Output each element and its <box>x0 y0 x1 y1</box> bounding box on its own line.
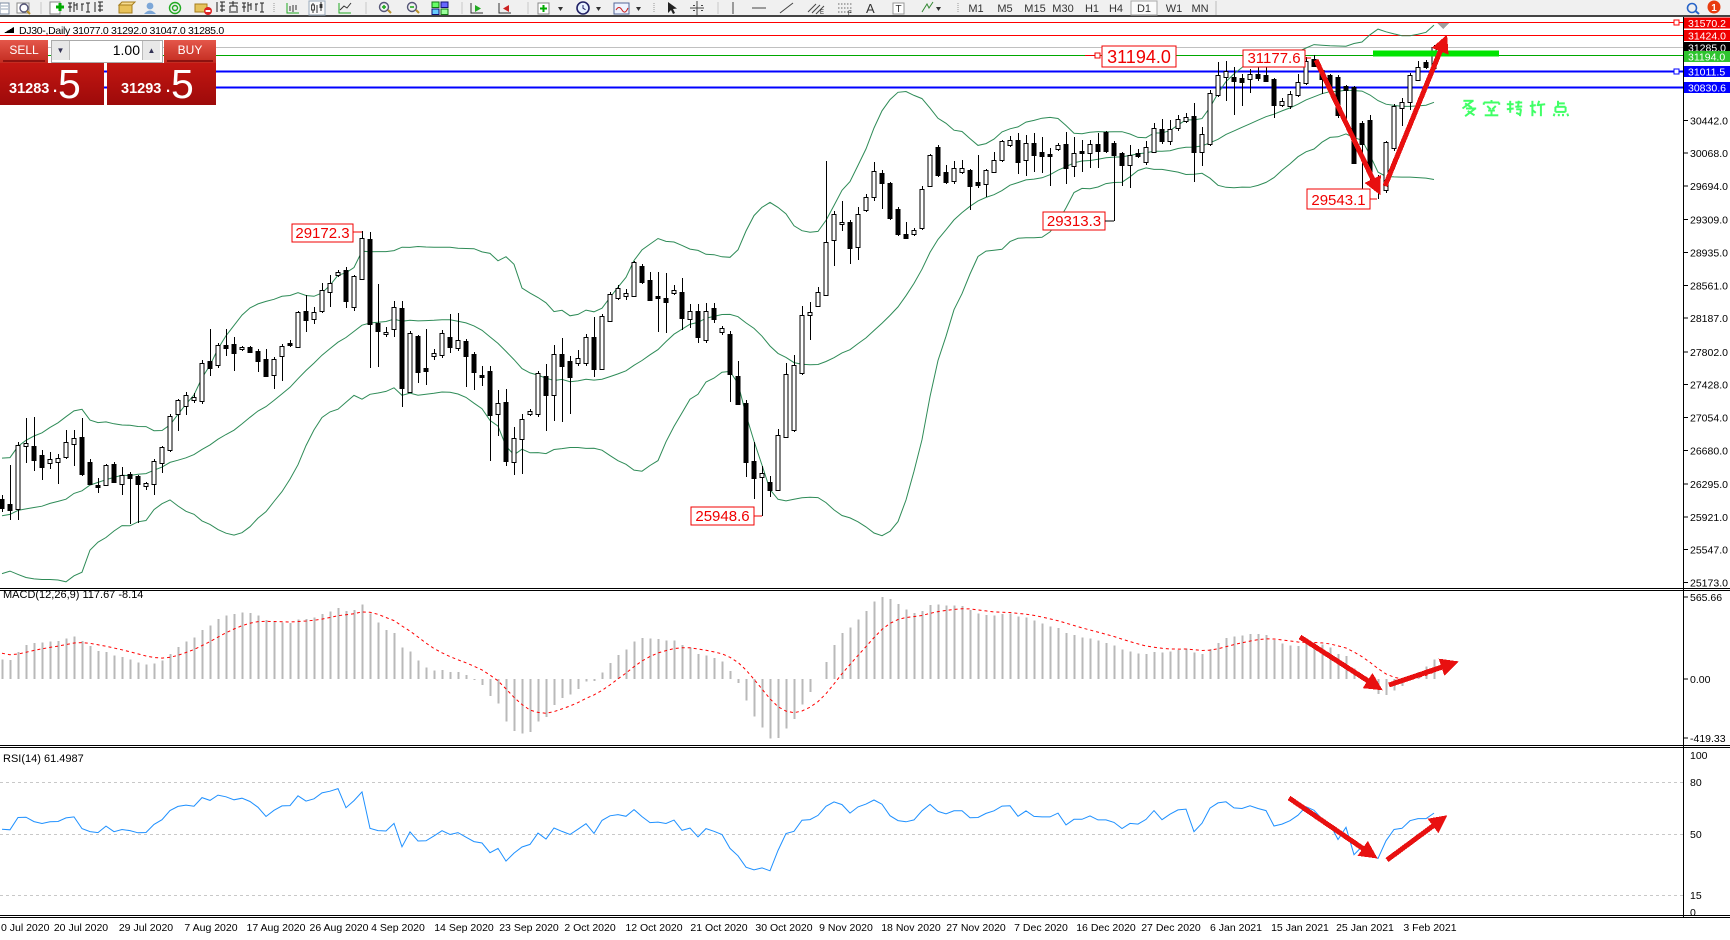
svg-text:31570.2: 31570.2 <box>1688 18 1726 30</box>
svg-text:29 Jul 2020: 29 Jul 2020 <box>119 922 173 934</box>
svg-text:15 Jan 2021: 15 Jan 2021 <box>1271 922 1329 934</box>
svg-text:0.00: 0.00 <box>1690 674 1711 686</box>
svg-text:50: 50 <box>1690 829 1702 841</box>
svg-text:18 Nov 2020: 18 Nov 2020 <box>881 922 941 934</box>
svg-text:H4: H4 <box>1109 3 1123 15</box>
svg-text:7 Dec 2020: 7 Dec 2020 <box>1014 922 1068 934</box>
svg-text:16 Dec 2020: 16 Dec 2020 <box>1076 922 1136 934</box>
svg-text:17 Aug 2020: 17 Aug 2020 <box>247 922 306 934</box>
svg-text:29313.3: 29313.3 <box>1047 213 1101 230</box>
svg-text:31194.0: 31194.0 <box>1107 47 1171 67</box>
svg-text:21 Oct 2020: 21 Oct 2020 <box>690 922 747 934</box>
svg-text:3 Feb 2021: 3 Feb 2021 <box>1403 922 1456 934</box>
svg-text:23 Sep 2020: 23 Sep 2020 <box>499 922 559 934</box>
svg-text:27054.0: 27054.0 <box>1690 413 1728 425</box>
svg-text:28561.0: 28561.0 <box>1690 280 1728 292</box>
svg-text:F: F <box>848 11 852 17</box>
svg-text:1: 1 <box>1711 3 1717 14</box>
svg-text:29694.0: 29694.0 <box>1690 181 1728 193</box>
svg-text:14 Sep 2020: 14 Sep 2020 <box>434 922 494 934</box>
svg-text:M15: M15 <box>1024 3 1045 15</box>
svg-text:2 Oct 2020: 2 Oct 2020 <box>564 922 616 934</box>
svg-text:31194.0: 31194.0 <box>1688 52 1725 64</box>
svg-text:T: T <box>896 4 902 15</box>
svg-text:DJ30-,Daily 31077.0 31292.0 3: DJ30-,Daily 31077.0 31292.0 31047.0 3128… <box>19 25 224 37</box>
svg-text:0 Jul 2020: 0 Jul 2020 <box>1 922 50 934</box>
svg-text:27 Nov 2020: 27 Nov 2020 <box>946 922 1006 934</box>
svg-text:6 Jan 2021: 6 Jan 2021 <box>1210 922 1262 934</box>
svg-text:27802.0: 27802.0 <box>1690 347 1728 359</box>
svg-text:26 Aug 2020: 26 Aug 2020 <box>310 922 369 934</box>
svg-text:30830.6: 30830.6 <box>1688 83 1726 95</box>
svg-text:80: 80 <box>1690 777 1702 789</box>
svg-text:26295.0: 26295.0 <box>1690 479 1728 491</box>
svg-text:M1: M1 <box>968 3 983 15</box>
svg-text:H1: H1 <box>1085 3 1099 15</box>
svg-text:31011.5: 31011.5 <box>1688 67 1725 79</box>
svg-text:W1: W1 <box>1166 3 1183 15</box>
svg-text:27428.0: 27428.0 <box>1690 380 1728 392</box>
svg-text:25547.0: 25547.0 <box>1690 545 1728 557</box>
svg-text:M5: M5 <box>997 3 1012 15</box>
svg-text:-419.33: -419.33 <box>1690 733 1726 745</box>
svg-text:27 Dec 2020: 27 Dec 2020 <box>1141 922 1201 934</box>
svg-text:12 Oct 2020: 12 Oct 2020 <box>625 922 682 934</box>
svg-text:15: 15 <box>1690 890 1702 902</box>
svg-text:565.66: 565.66 <box>1690 592 1722 604</box>
svg-text:A: A <box>866 1 875 16</box>
svg-text:29309.0: 29309.0 <box>1690 215 1728 227</box>
svg-text:31424.0: 31424.0 <box>1688 31 1726 43</box>
svg-text:28935.0: 28935.0 <box>1690 248 1728 260</box>
svg-text:25 Jan 2021: 25 Jan 2021 <box>1336 922 1394 934</box>
svg-text:0: 0 <box>1690 907 1696 919</box>
svg-text:25948.6: 25948.6 <box>695 508 749 525</box>
svg-text:MN: MN <box>1191 3 1208 15</box>
svg-text:E: E <box>820 10 824 16</box>
svg-text:30442.0: 30442.0 <box>1690 115 1728 127</box>
svg-text:M30: M30 <box>1052 3 1073 15</box>
svg-text:7 Aug 2020: 7 Aug 2020 <box>184 922 237 934</box>
svg-text:30 Oct 2020: 30 Oct 2020 <box>755 922 812 934</box>
svg-text:25921.0: 25921.0 <box>1690 512 1728 524</box>
svg-text:28187.0: 28187.0 <box>1690 313 1728 325</box>
svg-text:D1: D1 <box>1137 3 1151 15</box>
svg-text:9 Nov 2020: 9 Nov 2020 <box>819 922 873 934</box>
svg-text:30068.0: 30068.0 <box>1690 148 1728 160</box>
svg-text:26680.0: 26680.0 <box>1690 445 1728 457</box>
svg-text:100: 100 <box>1690 750 1708 762</box>
svg-text:4 Sep 2020: 4 Sep 2020 <box>371 922 425 934</box>
svg-text:25173.0: 25173.0 <box>1690 578 1728 590</box>
svg-text:20 Jul 2020: 20 Jul 2020 <box>54 922 108 934</box>
svg-text:29172.3: 29172.3 <box>295 225 349 242</box>
svg-text:31177.6: 31177.6 <box>1247 50 1300 67</box>
svg-text:MACD(12,26,9) 117.67 -8.14: MACD(12,26,9) 117.67 -8.14 <box>3 589 143 601</box>
svg-text:RSI(14) 61.4987: RSI(14) 61.4987 <box>3 753 84 765</box>
svg-text:29543.1: 29543.1 <box>1311 192 1365 209</box>
